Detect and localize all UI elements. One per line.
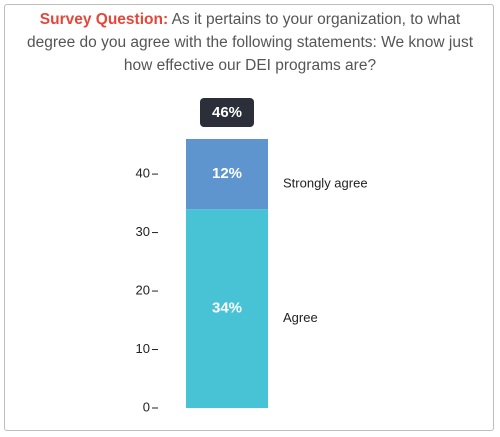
chart-title: Survey Question: As it pertains to your … <box>20 8 480 77</box>
card <box>4 4 494 431</box>
y-tick-label: 20 <box>136 282 150 297</box>
value-label: 34% <box>212 300 242 317</box>
total-label: 46% <box>212 104 242 121</box>
title-lead: Survey Question: <box>39 11 169 28</box>
y-tick-label: 0 <box>143 399 150 414</box>
value-label: 12% <box>212 165 242 182</box>
title-text: As it pertains to your organization, to … <box>26 11 474 74</box>
y-tick-label: 40 <box>136 166 150 181</box>
bar-segment <box>186 139 268 210</box>
bar-segment <box>186 209 268 408</box>
legend-label: Agree <box>283 310 318 325</box>
total-box <box>200 98 254 127</box>
y-tick-label: 10 <box>136 341 150 356</box>
legend-label: Strongly agree <box>283 176 368 191</box>
y-tick-label: 30 <box>136 224 150 239</box>
